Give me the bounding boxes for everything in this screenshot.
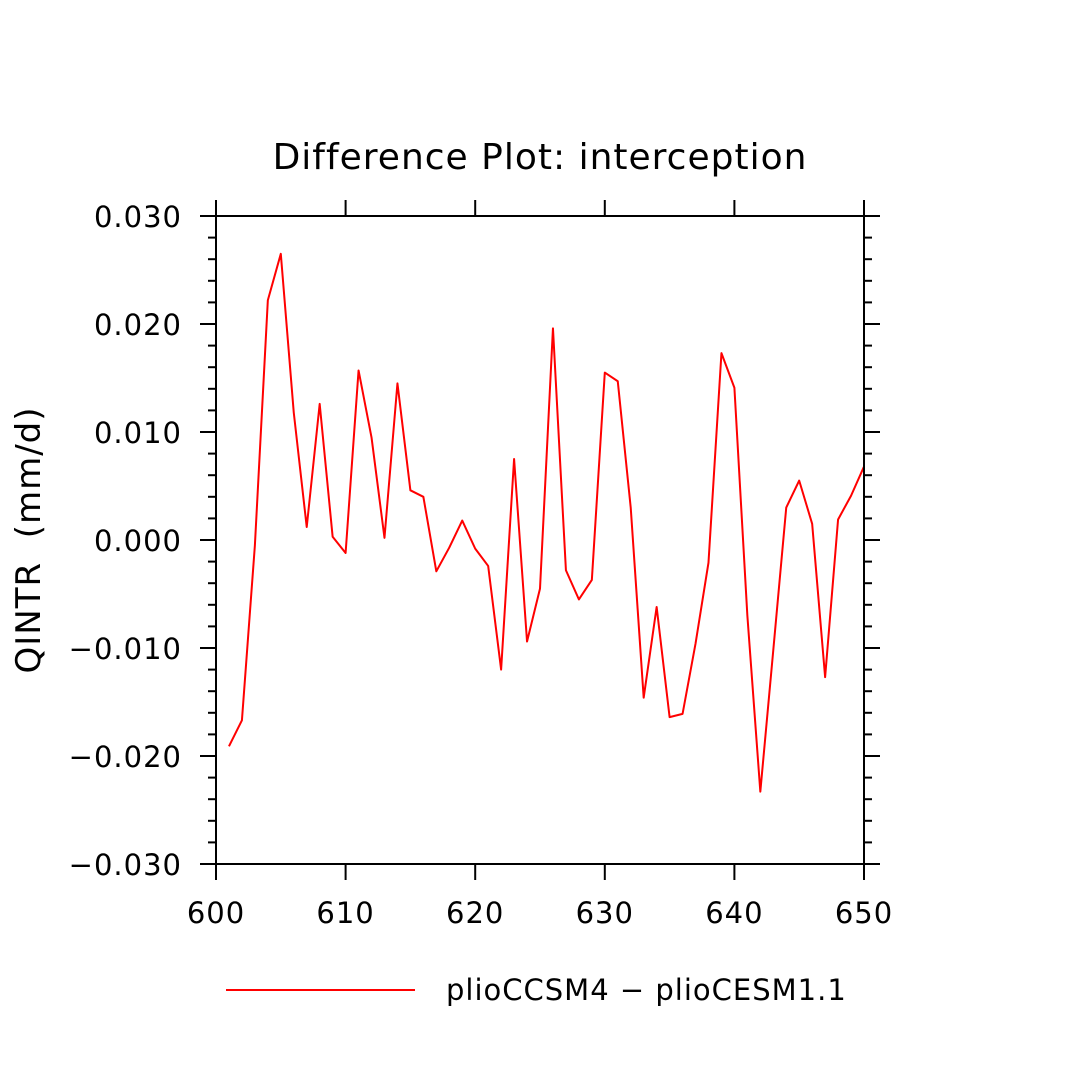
y-tick-label: 0.030 [94, 200, 182, 234]
y-tick-label: 0.000 [94, 524, 182, 558]
axis-tick-labels: 600 610 620 630 640 650 −0.030 −0.020 −0.010 0.00… [69, 200, 893, 930]
x-tick-label: 610 [316, 896, 374, 930]
x-tick-label: 620 [446, 896, 504, 930]
chart-title: Difference Plot: interception [273, 137, 808, 178]
x-tick-label: 630 [576, 896, 634, 930]
legend: plioCCSM4 − plioCESM1.1 [226, 973, 847, 1007]
y-tick-label: −0.010 [69, 632, 182, 666]
x-tick-label: 640 [705, 896, 763, 930]
y-tick-label: −0.030 [69, 848, 182, 882]
series-line [228, 252, 865, 793]
axis-ticks [200, 200, 880, 880]
y-tick-label: −0.020 [69, 740, 182, 774]
y-tick-label: 0.020 [94, 308, 182, 342]
y-tick-label: 0.010 [94, 416, 182, 450]
plot-frame [215, 215, 865, 865]
x-tick-label: 600 [187, 896, 245, 930]
x-tick-label: 650 [835, 896, 893, 930]
legend-label: plioCCSM4 − plioCESM1.1 [446, 973, 847, 1007]
data-points [228, 253, 865, 792]
y-axis-title: QINTR (mm/d) [9, 406, 49, 673]
